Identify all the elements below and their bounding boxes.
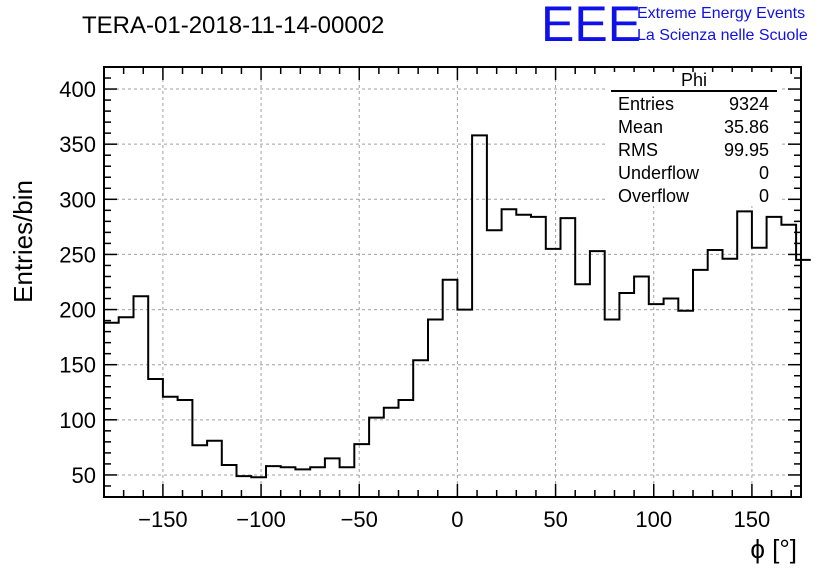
y-tick-label: 400 bbox=[59, 77, 96, 102]
eee-logo-mark: EEE bbox=[541, 0, 641, 52]
x-tick-label: 50 bbox=[543, 507, 567, 532]
y-axis-label: Entries/bin bbox=[8, 180, 38, 303]
eee-logo: EEE Extreme Energy Events La Scienza nel… bbox=[541, 0, 808, 52]
x-tick-label: −100 bbox=[236, 507, 286, 532]
x-tick-label: 100 bbox=[635, 507, 672, 532]
chart-title: TERA-01-2018-11-14-00002 bbox=[82, 12, 384, 39]
plot-frame bbox=[103, 66, 802, 498]
stats-row-label: Overflow bbox=[618, 186, 690, 206]
stats-row-label: Underflow bbox=[618, 163, 700, 183]
x-tick-label: 0 bbox=[451, 507, 463, 532]
y-tick-label: 250 bbox=[59, 242, 96, 267]
stats-row-value: 0 bbox=[759, 186, 769, 206]
x-tick-label: 150 bbox=[734, 507, 771, 532]
y-tick-labels: 50 100 150 200 250 300 350 400 bbox=[59, 77, 96, 488]
x-tick-labels: −150 −100 −50 0 50 100 150 bbox=[138, 507, 770, 532]
stats-row-value: 0 bbox=[759, 163, 769, 183]
stats-row-label: Entries bbox=[618, 94, 674, 114]
stats-box-title: Phi bbox=[681, 70, 707, 90]
y-tick-label: 350 bbox=[59, 132, 96, 157]
stats-row-label: RMS bbox=[618, 140, 658, 160]
stats-box-background bbox=[607, 72, 781, 206]
eee-logo-line1: Extreme Energy Events bbox=[637, 5, 805, 22]
y-tick-label: 50 bbox=[72, 463, 96, 488]
y-tick-label: 150 bbox=[59, 353, 96, 378]
eee-logo-line2: La Scienza nelle Scuole bbox=[637, 27, 808, 44]
histogram-line bbox=[104, 134, 811, 479]
axis-ticks bbox=[103, 66, 801, 498]
stats-row-label: Mean bbox=[618, 117, 663, 137]
y-tick-label: 200 bbox=[59, 298, 96, 323]
stats-row-value: 99.95 bbox=[724, 140, 769, 160]
stats-rows: Entries 9324 Mean 35.86 RMS 99.95 Underflow 0 Ov… bbox=[618, 94, 769, 206]
x-tick-label: −50 bbox=[341, 507, 378, 532]
y-tick-label: 300 bbox=[59, 187, 96, 212]
y-tick-label: 100 bbox=[59, 408, 96, 433]
stats-row-value: 9324 bbox=[729, 94, 769, 114]
x-tick-label: −150 bbox=[138, 507, 188, 532]
x-axis-label: ϕ [°] bbox=[750, 534, 797, 564]
stats-box: Phi Entries 9324 Mean 35.86 RMS 99.95 Underflo… bbox=[607, 70, 781, 206]
stats-row-value: 35.86 bbox=[724, 117, 769, 137]
grid bbox=[104, 67, 801, 497]
